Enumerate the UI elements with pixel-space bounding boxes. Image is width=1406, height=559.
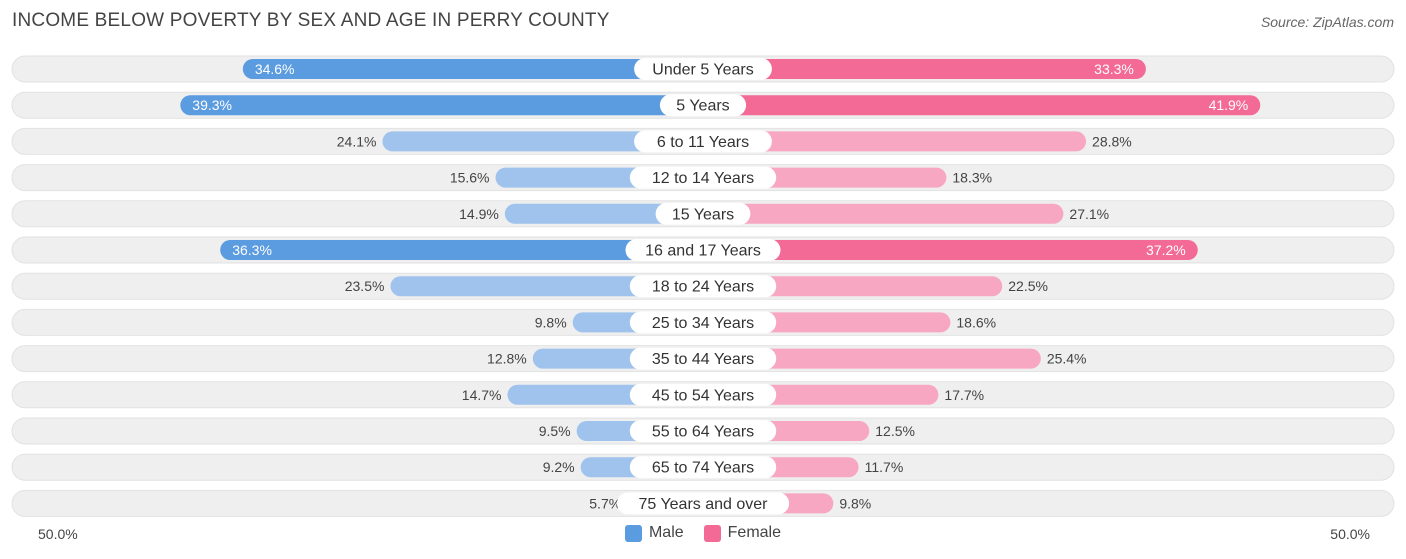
category-label: 35 to 44 Years (652, 351, 754, 368)
male-bar (390, 276, 703, 297)
female-value-label: 17.7% (944, 387, 984, 403)
legend-item-male: Male (624, 524, 684, 542)
female-value-label: 9.8% (839, 495, 871, 511)
category-label-background (629, 420, 777, 442)
female-value-label: 41.9% (1209, 97, 1249, 113)
male-bar (180, 95, 703, 116)
category-label: 12 to 14 Years (652, 170, 754, 187)
category-label-background (629, 456, 777, 479)
source-label: Source: ZipAtlas.com (1260, 14, 1394, 30)
female-value-label: 27.1% (1069, 206, 1109, 222)
category-label-background (634, 58, 772, 80)
female-bar (703, 276, 1003, 297)
male-value-label: 24.1% (337, 133, 377, 149)
legend-item-female: Female (703, 524, 782, 542)
category-label: 65 to 74 Years (652, 460, 754, 477)
category-label-background (625, 239, 781, 261)
male-value-label: 23.5% (345, 278, 385, 294)
male-bar (504, 203, 703, 224)
category-label-background (659, 94, 747, 117)
category-label: 45 to 54 Years (652, 387, 754, 404)
male-value-label: 9.5% (539, 423, 571, 439)
female-bar (703, 203, 1064, 224)
female-value-label: 11.7% (865, 459, 904, 475)
female-bar (703, 95, 1261, 116)
male-value-label: 12.8% (487, 351, 527, 367)
male-value-label: 14.7% (462, 387, 502, 403)
male-value-label: 36.3% (232, 242, 272, 258)
female-value-label: 28.8% (1092, 133, 1132, 149)
category-label: 15 Years (672, 206, 734, 223)
female-value-label: 12.5% (875, 423, 915, 439)
legend-label-male: Male (648, 524, 684, 541)
category-label-background (655, 202, 751, 225)
female-bar (703, 348, 1041, 369)
category-label-background (616, 492, 790, 515)
female-value-label: 18.6% (956, 314, 996, 330)
male-value-label: 9.8% (535, 314, 567, 330)
category-label-background (629, 347, 777, 370)
male-value-label: 9.2% (543, 459, 575, 475)
category-label-background (629, 311, 777, 334)
category-label-background (634, 130, 772, 153)
legend-swatch-female (703, 524, 721, 542)
male-bar (242, 59, 703, 79)
category-label: Under 5 Years (652, 62, 753, 79)
legend: Male Female (0, 524, 1406, 542)
male-value-label: 34.6% (255, 61, 295, 77)
category-label-background (629, 383, 777, 406)
poverty-chart: 34.6% 33.3% Under 5 Years 39.3% 41.9% 5 Years… (11, 55, 1395, 517)
male-value-label: 39.3% (192, 97, 232, 113)
male-value-label: 5.7% (589, 495, 621, 511)
female-bar (703, 59, 1146, 79)
male-bar (382, 131, 703, 152)
female-bar (703, 240, 1198, 260)
category-label-background (629, 166, 777, 189)
legend-swatch-male (624, 524, 642, 542)
female-value-label: 37.2% (1146, 242, 1186, 258)
category-label-background (629, 275, 777, 298)
axis-right-label: 50.0% (1330, 526, 1370, 542)
male-value-label: 14.9% (459, 206, 499, 222)
category-label: 5 Years (676, 98, 729, 115)
male-value-label: 15.6% (450, 170, 490, 186)
category-label: 55 to 64 Years (652, 424, 754, 441)
chart-title: INCOME BELOW POVERTY BY SEX AND AGE IN P… (12, 10, 610, 31)
category-label: 75 Years and over (639, 496, 769, 513)
female-value-label: 25.4% (1047, 351, 1087, 367)
category-label: 6 to 11 Years (657, 134, 749, 151)
category-label: 25 to 34 Years (652, 315, 754, 332)
female-value-label: 18.3% (952, 170, 992, 186)
legend-label-female: Female (727, 524, 782, 541)
category-label: 16 and 17 Years (645, 243, 761, 260)
category-label: 18 to 24 Years (652, 279, 754, 296)
female-bar (703, 131, 1087, 152)
axis-left-label: 50.0% (38, 526, 78, 542)
female-value-label: 22.5% (1008, 278, 1048, 294)
female-value-label: 33.3% (1094, 61, 1134, 77)
male-bar (220, 240, 703, 260)
